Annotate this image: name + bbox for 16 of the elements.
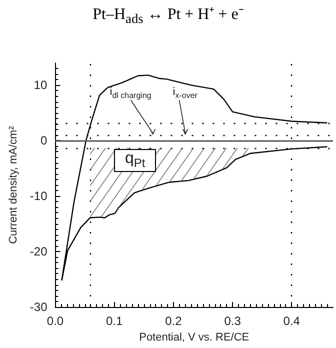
annotation: i$_{x-over}$ (172, 86, 198, 100)
chart-title: Pt–H$_{ads}$ ↔ Pt + H⁺ + e⁻ (92, 5, 244, 28)
x-tick-label: 0.2 (165, 314, 182, 328)
y-tick-label: -20 (30, 244, 48, 259)
x-tick-label: 0.0 (46, 314, 64, 328)
y-tick-label: -30 (30, 300, 48, 314)
y-tick-label: 10 (34, 78, 48, 92)
y-axis-title: Current density, mA/cm² (8, 126, 20, 244)
x-tick-label: 0.3 (224, 314, 242, 328)
x-tick-label: 0.4 (283, 314, 300, 328)
annotation: q$_{Pt}$ (114, 148, 156, 172)
y-tick-label: 0 (40, 134, 48, 148)
x-tick-label: 0.1 (106, 314, 124, 328)
x-axis-title: Potential, V vs. RE/CE (139, 331, 250, 344)
annotation: i$_{dl charging}$ (110, 86, 152, 100)
y-tick-label: -10 (30, 189, 48, 204)
